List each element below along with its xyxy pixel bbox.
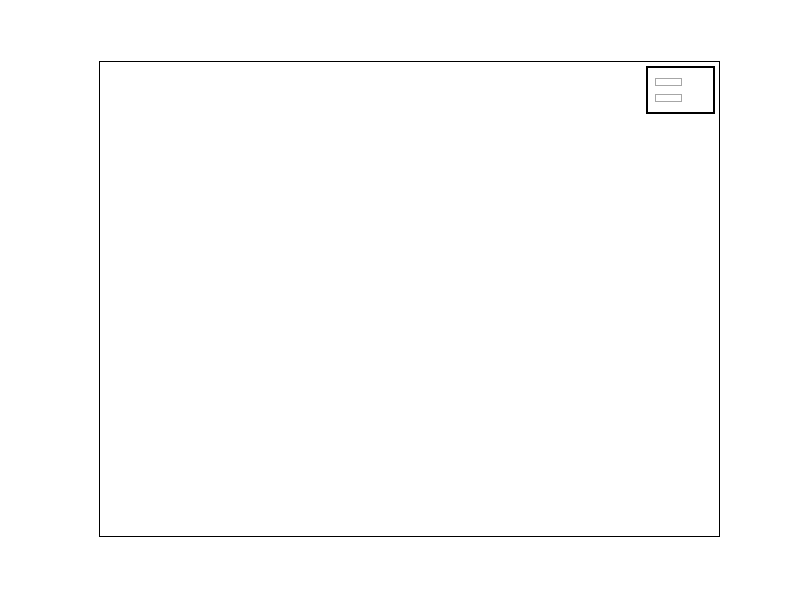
legend-swatch-fp-icon [655, 94, 682, 102]
plot-area [99, 61, 720, 537]
legend-entry-tp [655, 78, 706, 86]
legend-swatch-tp-icon [655, 78, 682, 86]
legend [646, 66, 715, 114]
axes-spines [99, 61, 720, 537]
legend-entry-fp [655, 94, 706, 102]
